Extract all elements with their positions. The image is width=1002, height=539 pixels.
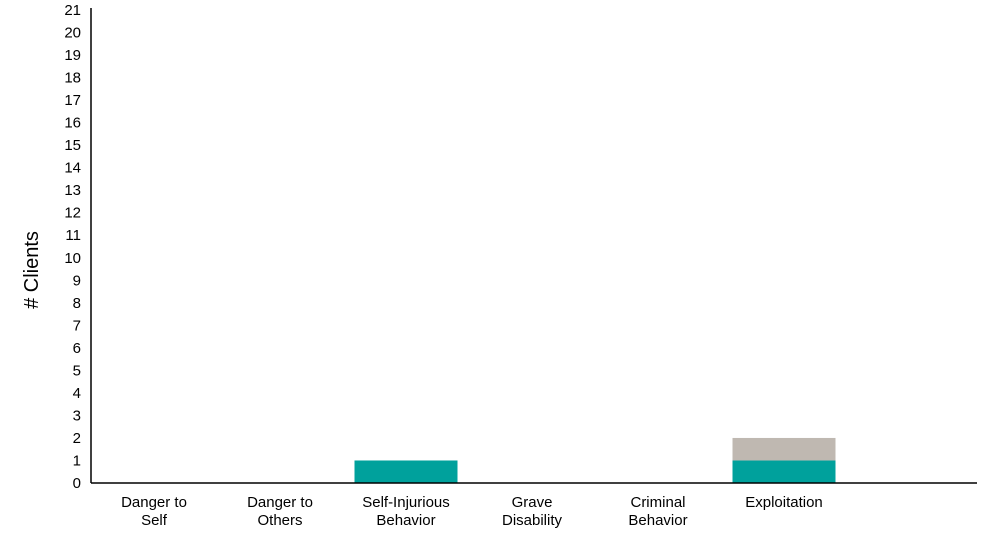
y-tick-label: 16	[64, 115, 81, 132]
y-tick-label: 6	[73, 340, 81, 357]
x-category-label-line: Disability	[502, 512, 563, 529]
y-tick-label: 3	[73, 407, 81, 424]
y-tick-label: 4	[73, 385, 81, 402]
y-tick-label: 13	[64, 182, 81, 199]
x-category-label: Grave Disability	[502, 494, 563, 529]
x-category-label-line: Behavior	[628, 512, 687, 529]
x-category-label: Danger to Others	[247, 494, 313, 529]
x-category-label-line: Danger to	[247, 494, 313, 511]
x-category-label-line: Exploitation	[745, 494, 823, 511]
bar-segment-series-2	[732, 437, 836, 461]
y-tick-label: 19	[64, 47, 81, 64]
y-tick-label: 18	[64, 70, 81, 87]
y-tick-label: 17	[64, 92, 81, 109]
bars-layer	[354, 437, 836, 483]
x-category-label: Exploitation	[745, 494, 823, 511]
y-axis-title: # Clients	[21, 231, 43, 309]
y-tick-label: 14	[64, 160, 81, 177]
x-category-label-line: Self	[141, 512, 168, 529]
y-tick-label: 9	[73, 272, 81, 289]
x-category-label-line: Grave	[512, 494, 553, 511]
x-category-label-line: Criminal	[630, 494, 685, 511]
bar-segment-series-1	[354, 460, 458, 483]
x-category-label: Criminal Behavior	[628, 494, 687, 529]
y-tick-label: 11	[65, 227, 81, 244]
y-tick-label: 15	[64, 137, 81, 154]
y-tick-label: 0	[73, 475, 81, 492]
y-tick-label: 10	[64, 250, 81, 267]
x-category-label-line: Others	[257, 512, 302, 529]
axes-layer	[90, 8, 977, 484]
y-tick-label: 5	[73, 362, 81, 379]
x-category-label-line: Behavior	[376, 512, 435, 529]
y-tick-label: 2	[73, 430, 81, 447]
y-tick-label: 21	[64, 2, 81, 19]
y-tick-label: 20	[64, 25, 81, 42]
y-tick-label: 7	[73, 317, 81, 334]
x-category-label: Self-Injurious Behavior	[362, 494, 450, 529]
x-category-label-line: Danger to	[121, 494, 187, 511]
x-category-label-line: Self-Injurious	[362, 494, 450, 511]
y-tick-label: 8	[73, 295, 81, 312]
x-category-label: Danger to Self	[121, 494, 187, 529]
y-tick-label: 1	[73, 452, 81, 469]
y-tick-label: 12	[64, 205, 81, 222]
bar-segment-series-1	[732, 460, 836, 483]
